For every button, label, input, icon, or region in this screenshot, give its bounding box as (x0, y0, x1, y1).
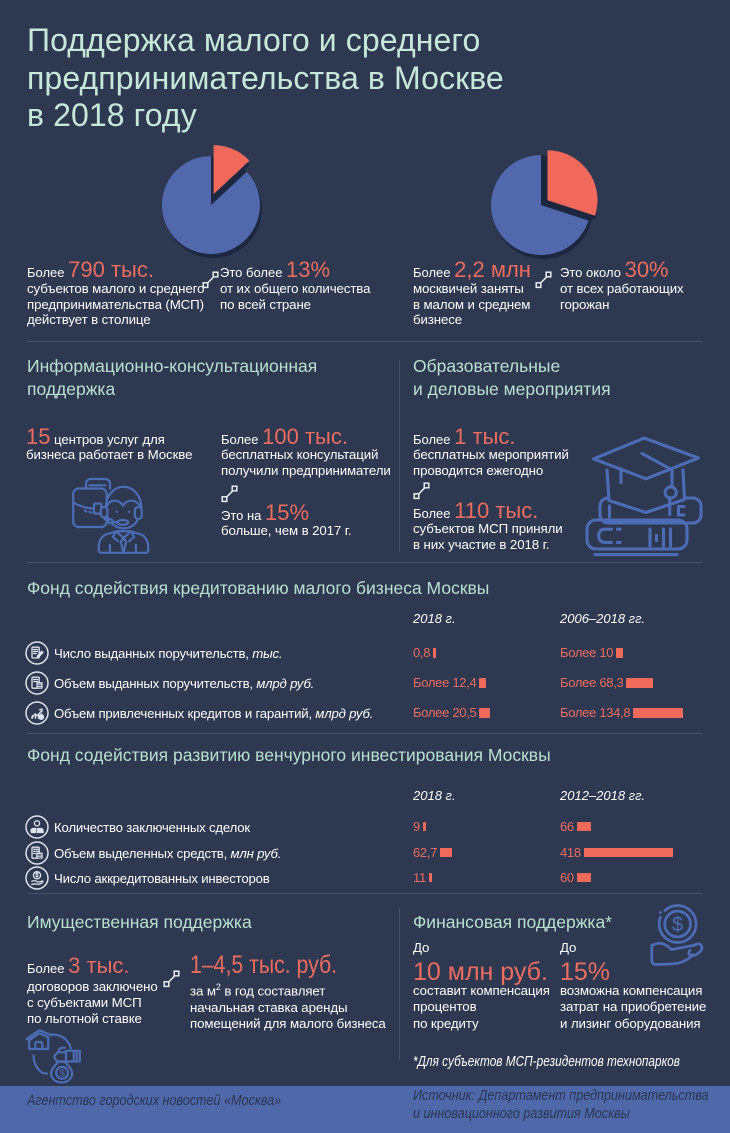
svg-text:$: $ (672, 914, 683, 936)
svg-text:$: $ (59, 1068, 65, 1079)
